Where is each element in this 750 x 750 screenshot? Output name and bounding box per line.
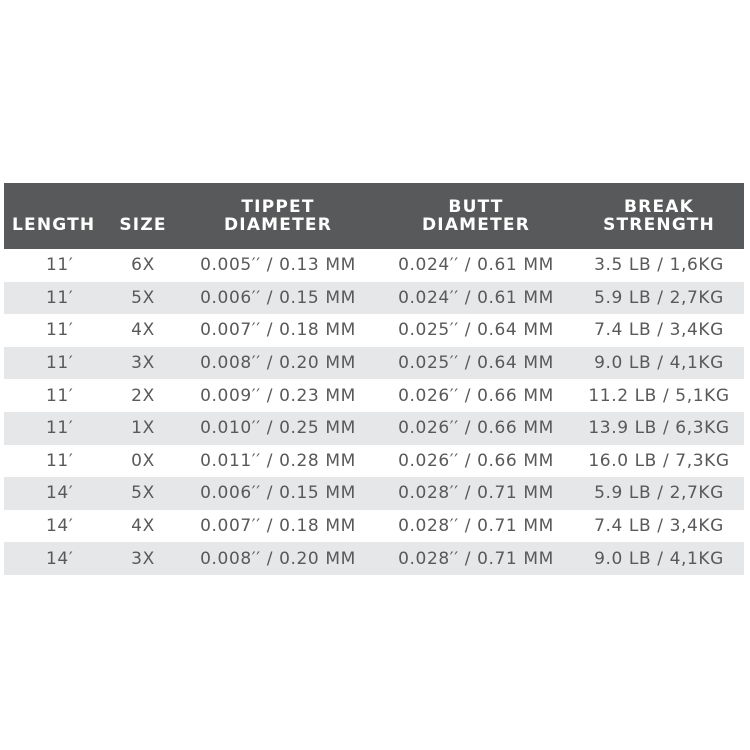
- header-butt-line2: DIAMETER: [421, 215, 531, 235]
- cell-butt-diameter: 0.024′′ / 0.61 MM: [398, 287, 554, 308]
- header-butt-line1: BUTT: [448, 197, 504, 217]
- table-row: 14′ 5X 0.006′′ / 0.15 MM 0.028′′ / 0.71 …: [4, 477, 744, 510]
- table-row: 11′ 1X 0.010′′ / 0.25 MM 0.026′′ / 0.66 …: [4, 411, 744, 445]
- cell-length: 14′: [46, 548, 74, 569]
- cell-size: 0X: [131, 450, 155, 471]
- table-row: 11′ 0X 0.011′′ / 0.28 MM 0.026′′ / 0.66 …: [4, 445, 744, 478]
- leader-spec-table-container: LENGTH SIZE TIPPET DIAMETER BUTT DIAMETE…: [4, 183, 744, 575]
- cell-size: 1X: [131, 418, 155, 439]
- table-row: 11′ 3X 0.008′′ / 0.20 MM 0.025′′ / 0.64 …: [4, 346, 744, 380]
- cell-break-strength: 16.0 LB / 7,3KG: [588, 450, 730, 471]
- cell-length: 11′: [46, 320, 74, 341]
- cell-length: 11′: [46, 450, 74, 471]
- cell-size: 3X: [131, 353, 155, 374]
- header-tippet-diameter: TIPPET DIAMETER: [178, 183, 378, 249]
- cell-butt-diameter: 0.026′′ / 0.66 MM: [398, 450, 554, 471]
- header-length: LENGTH: [12, 215, 96, 235]
- cell-tippet-diameter: 0.009′′ / 0.23 MM: [200, 385, 356, 406]
- cell-break-strength: 5.9 LB / 2,7KG: [594, 483, 724, 504]
- cell-break-strength: 9.0 LB / 4,1KG: [594, 353, 724, 374]
- header-butt-diameter: BUTT DIAMETER: [378, 183, 574, 249]
- cell-length: 14′: [46, 483, 74, 504]
- header-row: LENGTH SIZE TIPPET DIAMETER BUTT DIAMETE…: [4, 183, 744, 249]
- table-row: 11′ 2X 0.009′′ / 0.23 MM 0.026′′ / 0.66 …: [4, 379, 744, 412]
- cell-tippet-diameter: 0.006′′ / 0.15 MM: [200, 287, 356, 308]
- table-row: 11′ 5X 0.006′′ / 0.15 MM 0.024′′ / 0.61 …: [4, 281, 744, 315]
- table-row: 11′ 6X 0.005′′ / 0.13 MM 0.024′′ / 0.61 …: [4, 249, 744, 282]
- cell-tippet-diameter: 0.007′′ / 0.18 MM: [200, 516, 356, 537]
- cell-butt-diameter: 0.025′′ / 0.64 MM: [398, 320, 554, 341]
- table-body: 11′ 6X 0.005′′ / 0.13 MM 0.024′′ / 0.61 …: [4, 249, 744, 575]
- cell-butt-diameter: 0.025′′ / 0.64 MM: [398, 353, 554, 374]
- cell-butt-diameter: 0.028′′ / 0.71 MM: [398, 548, 554, 569]
- cell-tippet-diameter: 0.011′′ / 0.28 MM: [200, 450, 356, 471]
- cell-break-strength: 7.4 LB / 3,4KG: [594, 320, 724, 341]
- cell-size: 6X: [131, 255, 155, 276]
- cell-length: 11′: [46, 287, 74, 308]
- cell-butt-diameter: 0.028′′ / 0.71 MM: [398, 516, 554, 537]
- header-tippet-line1: TIPPET: [241, 197, 315, 217]
- table-row: 11′ 4X 0.007′′ / 0.18 MM 0.025′′ / 0.64 …: [4, 314, 744, 347]
- cell-break-strength: 5.9 LB / 2,7KG: [594, 287, 724, 308]
- cell-break-strength: 7.4 LB / 3,4KG: [594, 516, 724, 537]
- cell-tippet-diameter: 0.005′′ / 0.13 MM: [200, 255, 356, 276]
- cell-break-strength: 9.0 LB / 4,1KG: [594, 548, 724, 569]
- cell-length: 11′: [46, 255, 74, 276]
- table-row: 14′ 4X 0.007′′ / 0.18 MM 0.028′′ / 0.71 …: [4, 510, 744, 543]
- header-break-strength: BREAK STRENGTH: [574, 183, 744, 249]
- cell-tippet-diameter: 0.010′′ / 0.25 MM: [200, 418, 356, 439]
- header-size: SIZE: [119, 215, 167, 235]
- cell-length: 11′: [46, 418, 74, 439]
- cell-butt-diameter: 0.026′′ / 0.66 MM: [398, 385, 554, 406]
- cell-tippet-diameter: 0.007′′ / 0.18 MM: [200, 320, 356, 341]
- cell-butt-diameter: 0.024′′ / 0.61 MM: [398, 255, 554, 276]
- cell-length: 11′: [46, 385, 74, 406]
- cell-size: 4X: [131, 320, 155, 341]
- cell-butt-diameter: 0.028′′ / 0.71 MM: [398, 483, 554, 504]
- leader-spec-table: LENGTH SIZE TIPPET DIAMETER BUTT DIAMETE…: [4, 183, 744, 575]
- cell-length: 11′: [46, 353, 74, 374]
- table-row: 14′ 3X 0.008′′ / 0.20 MM 0.028′′ / 0.71 …: [4, 542, 744, 575]
- cell-break-strength: 13.9 LB / 6,3KG: [588, 418, 730, 439]
- header-break-line2: STRENGTH: [603, 215, 715, 235]
- cell-tippet-diameter: 0.008′′ / 0.20 MM: [200, 353, 356, 374]
- cell-length: 14′: [46, 516, 74, 537]
- cell-break-strength: 3.5 LB / 1,6KG: [594, 255, 724, 276]
- header-break-line1: BREAK: [624, 197, 694, 217]
- cell-size: 2X: [131, 385, 155, 406]
- cell-tippet-diameter: 0.006′′ / 0.15 MM: [200, 483, 356, 504]
- cell-break-strength: 11.2 LB / 5,1KG: [588, 385, 730, 406]
- cell-size: 5X: [131, 287, 155, 308]
- cell-tippet-diameter: 0.008′′ / 0.20 MM: [200, 548, 356, 569]
- cell-size: 3X: [131, 548, 155, 569]
- cell-butt-diameter: 0.026′′ / 0.66 MM: [398, 418, 554, 439]
- header-tippet-line2: DIAMETER: [223, 215, 333, 235]
- cell-size: 4X: [131, 516, 155, 537]
- cell-size: 5X: [131, 483, 155, 504]
- table-header: LENGTH SIZE TIPPET DIAMETER BUTT DIAMETE…: [4, 183, 744, 249]
